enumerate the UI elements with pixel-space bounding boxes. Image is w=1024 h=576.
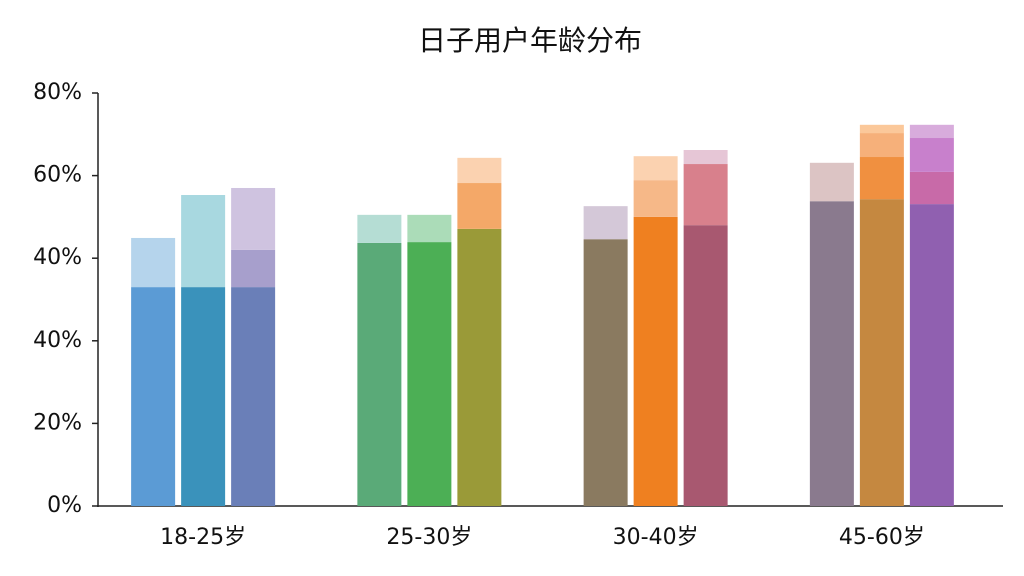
bar-segment <box>809 162 854 202</box>
bar-segment <box>583 206 628 240</box>
bar-segment <box>909 204 954 507</box>
bar-segment <box>407 242 452 506</box>
bar-segment <box>909 138 954 172</box>
bar-segment <box>131 237 176 288</box>
bar-segment <box>357 214 402 243</box>
bar-segment <box>683 149 728 165</box>
y-tick-label: 80% <box>33 80 82 105</box>
bar-segment <box>181 195 226 288</box>
x-tick-label: 45-60岁 <box>839 525 925 550</box>
bar-segment <box>231 287 276 506</box>
bar-segment <box>231 187 276 250</box>
bar-segment <box>633 216 678 506</box>
bar-segment <box>859 199 904 507</box>
bar-segment <box>683 225 728 506</box>
bar-segment <box>859 133 904 158</box>
y-tick-label: 0% <box>47 493 82 518</box>
y-tick-label: 20% <box>33 410 82 435</box>
bar-segment <box>909 171 954 205</box>
y-tick-label: 60% <box>33 163 82 188</box>
y-tick-label: 40% <box>33 245 82 270</box>
bar-segment <box>457 157 502 184</box>
bar-segment <box>407 214 452 243</box>
x-tick-label: 30-40岁 <box>613 525 699 550</box>
bar-segment <box>809 201 854 506</box>
bar-segment <box>583 239 628 506</box>
bar-segment <box>633 156 678 181</box>
bar-segment <box>357 242 402 506</box>
bar-segment <box>909 124 954 139</box>
x-tick-label: 18-25岁 <box>160 525 246 550</box>
bar-segment <box>457 228 502 506</box>
bar-segment <box>859 157 904 200</box>
x-tick-label: 25-30岁 <box>386 525 472 550</box>
bar-segment <box>181 287 226 506</box>
bar-segment <box>231 249 276 288</box>
bar-segment <box>131 287 176 506</box>
bar-segment <box>457 183 502 229</box>
chart-title: 日子用户年龄分布 <box>418 24 642 57</box>
bar-segment <box>683 164 728 226</box>
bar-segment <box>633 180 678 217</box>
bar-segment <box>859 124 904 134</box>
y-tick-label: 40% <box>33 328 82 353</box>
